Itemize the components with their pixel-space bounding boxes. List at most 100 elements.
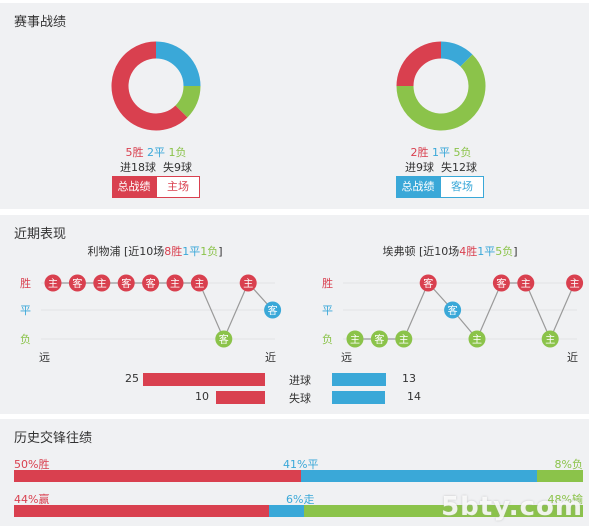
team-name: 利物浦 xyxy=(87,245,121,258)
right-donut-chart xyxy=(396,41,486,131)
h2h-handicap-bar xyxy=(14,505,583,517)
loss-count: 5负 xyxy=(453,146,472,159)
match-result-dot[interactable] xyxy=(419,274,437,292)
h2h-result-bar xyxy=(14,470,583,482)
tab-home[interactable]: 主场 xyxy=(156,176,200,198)
segment-red xyxy=(14,470,302,482)
left-goals-scored-bar xyxy=(143,373,265,386)
match-venue-label: 主 xyxy=(399,334,409,346)
form-line xyxy=(53,281,274,341)
axis-far-label: 远 xyxy=(39,351,50,364)
row-label: 平 xyxy=(20,304,31,317)
match-result-dot[interactable] xyxy=(468,330,486,348)
left-record-line: 5胜 2平 1负 xyxy=(96,144,216,160)
right-record-line: 2胜 1平 5负 xyxy=(381,144,501,160)
tab-overall[interactable]: 总战绩 xyxy=(396,176,440,198)
h2h-draw-label: 41%平 xyxy=(283,458,319,471)
match-venue-label: 客 xyxy=(374,333,384,346)
left-tabs: 总战绩 主场 xyxy=(112,176,200,198)
left-goals-conceded-bar xyxy=(216,391,265,404)
right-team-summary: 埃弗顿 [近10场4胜1平5负] xyxy=(382,245,518,258)
match-venue-label: 主 xyxy=(545,334,555,346)
match-venue-label: 客 xyxy=(268,304,278,317)
match-venue-label: 主 xyxy=(243,278,253,290)
donut-slice-win xyxy=(111,41,188,131)
match-venue-label: 客 xyxy=(448,304,458,317)
match-venue-label: 主 xyxy=(521,278,531,290)
donut-slice-win xyxy=(396,41,442,87)
left-form-chart: 胜平负主客主客客主主客主客远近 xyxy=(20,274,282,364)
match-result-dot[interactable] xyxy=(566,274,584,292)
match-result-dot[interactable] xyxy=(44,274,62,292)
win-count: 2胜 xyxy=(410,146,429,159)
row-label: 负 xyxy=(20,332,31,346)
h2h-loss-label: 8%负 xyxy=(554,458,583,471)
head-to-head-panel: 历史交锋往绩 50%胜 41%平 8%负 44%赢 6%走 48%输 5bty.… xyxy=(0,419,589,526)
segment-green xyxy=(304,505,583,517)
donut-slice-draw xyxy=(155,41,201,87)
right-goals-conceded-bar xyxy=(332,391,386,404)
right-goals-scored: 13 xyxy=(402,372,416,385)
goals-scored-label: 进球 xyxy=(289,374,311,387)
match-result-dot[interactable] xyxy=(541,330,559,348)
match-result-dot[interactable] xyxy=(370,330,388,348)
match-result-dot[interactable] xyxy=(517,274,535,292)
row-label: 平 xyxy=(322,304,333,317)
match-venue-label: 客 xyxy=(72,277,82,290)
match-venue-label: 主 xyxy=(97,278,107,290)
match-venue-label: 主 xyxy=(170,278,180,290)
form-line xyxy=(355,281,576,341)
axis-near-label: 近 xyxy=(567,351,578,364)
section-title: 赛事战绩 xyxy=(14,15,67,30)
match-venue-label: 主 xyxy=(194,278,204,290)
match-venue-label: 客 xyxy=(146,277,156,290)
loss-count: 1负 xyxy=(168,146,187,159)
match-venue-label: 客 xyxy=(121,277,131,290)
axis-near-label: 近 xyxy=(265,351,276,364)
match-venue-label: 客 xyxy=(496,277,506,290)
donut-slice-loss xyxy=(175,85,201,118)
form-charts: 胜平负主客主客客主主客主客远近 胜平负主客主客客主客 主主主远近 xyxy=(20,274,584,364)
row-label: 胜 xyxy=(322,276,333,290)
match-result-dot[interactable] xyxy=(117,274,135,292)
match-venue-label: 主 xyxy=(350,334,360,346)
left-team-summary: 利物浦 [近10场8胜1平1负] xyxy=(87,245,223,258)
h2h-handicap-win-label: 44%赢 xyxy=(14,493,50,506)
match-result-dot[interactable] xyxy=(346,330,364,348)
match-result-dot[interactable] xyxy=(395,330,413,348)
site-watermark: 5bty.com xyxy=(441,492,583,522)
match-result-dot[interactable] xyxy=(444,301,462,319)
segment-blue xyxy=(269,505,305,517)
tab-overall[interactable]: 总战绩 xyxy=(112,176,156,198)
h2h-win-label: 50%胜 xyxy=(14,458,50,471)
right-form-chart: 胜平负主客主客客主客 主主主远近 xyxy=(322,274,584,364)
match-venue-label: 主 xyxy=(472,334,482,346)
segment-red xyxy=(14,505,270,517)
draw-count: 2平 xyxy=(147,146,165,159)
h2h-handicap-loss-label: 48%输 xyxy=(547,493,583,506)
match-result-dot[interactable] xyxy=(239,274,257,292)
segment-green xyxy=(537,470,583,482)
donut-slice-loss xyxy=(396,54,486,131)
match-result-dot[interactable] xyxy=(215,330,233,348)
donut-slice-draw xyxy=(440,41,473,67)
match-result-dot[interactable] xyxy=(68,274,86,292)
match-result-dot[interactable] xyxy=(93,274,111,292)
row-label: 负 xyxy=(322,332,333,346)
section-title: 历史交锋往绩 xyxy=(14,431,93,446)
match-result-dot[interactable] xyxy=(264,301,282,319)
h2h-handicap-push-label: 6%走 xyxy=(286,493,315,506)
match-result-dot[interactable] xyxy=(190,274,208,292)
right-goals-line: 进9球 失12球 xyxy=(405,161,477,174)
goals-conceded-label: 失球 xyxy=(289,392,311,405)
row-label: 胜 xyxy=(20,276,31,290)
right-tabs: 总战绩 客场 xyxy=(396,176,484,198)
match-result-dot[interactable] xyxy=(166,274,184,292)
match-venue-label: 主 xyxy=(48,278,58,290)
section-title: 近期表现 xyxy=(14,227,67,242)
tab-away[interactable]: 客场 xyxy=(440,176,484,198)
left-donut-chart xyxy=(111,41,201,131)
match-result-dot[interactable] xyxy=(492,274,510,292)
match-result-dot[interactable] xyxy=(142,274,160,292)
win-count: 5胜 xyxy=(125,146,144,159)
